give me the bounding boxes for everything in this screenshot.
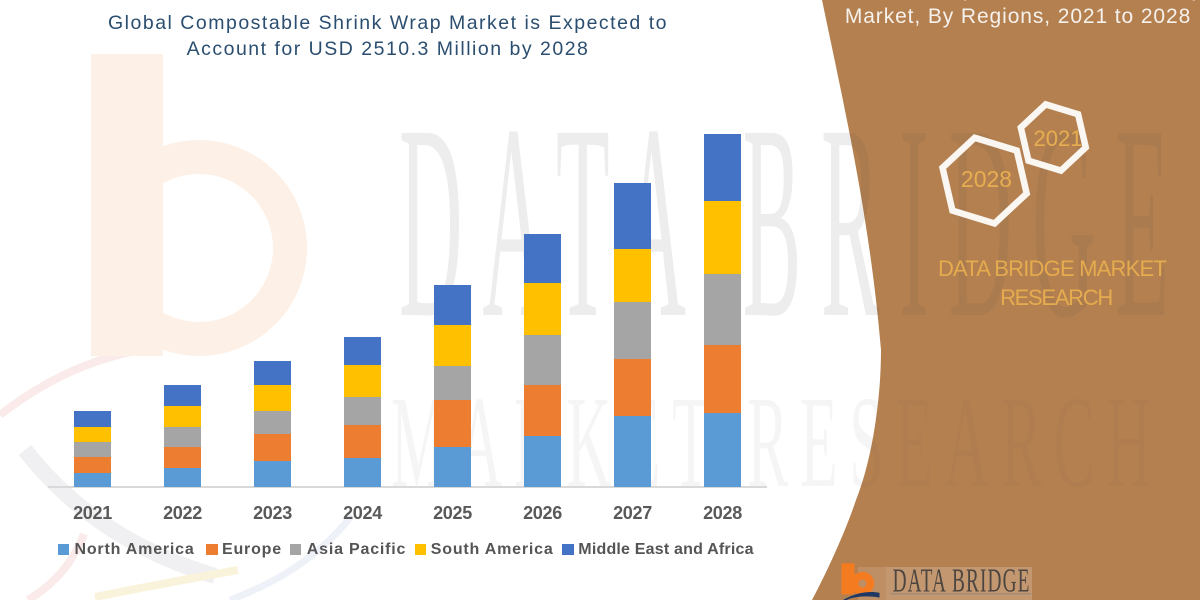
svg-text:2028: 2028 (961, 166, 1012, 192)
svg-text:DATA BRIDGE MARKET: DATA BRIDGE MARKET (938, 256, 1166, 281)
svg-text:2021: 2021 (1034, 126, 1083, 151)
svg-text:MARKET RESEARCH: MARKET RESEARCH (391, 370, 1151, 516)
svg-text:DATA BRIDGE: DATA BRIDGE (893, 561, 1031, 599)
svg-text:RESEARCH: RESEARCH (1000, 285, 1112, 310)
